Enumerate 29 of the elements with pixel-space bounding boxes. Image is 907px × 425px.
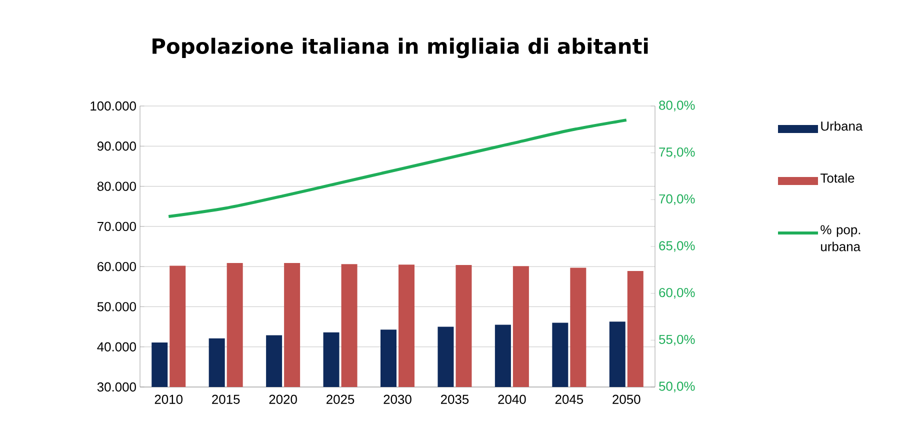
x-tick-label: 2035 [440, 394, 469, 404]
x-tick-label: 2040 [498, 394, 526, 404]
legend-label: Totale [820, 173, 854, 183]
y2-tick-label: 60,0% [659, 288, 695, 299]
x-tick-label: 2050 [612, 394, 640, 404]
x-tick-label: 2020 [269, 394, 297, 404]
legend-label: Urbana [821, 121, 863, 131]
x-tick-label: 2025 [326, 394, 354, 404]
y-tick-label: 50.000 [97, 302, 136, 312]
y-tick-label: 100.000 [90, 101, 136, 111]
y2-tick-label: 70,0% [659, 194, 695, 206]
y-tick-label: 70.000 [98, 222, 136, 232]
y2-tick-label: 50,0% [659, 382, 695, 392]
x-tick-label: 2030 [384, 394, 412, 404]
line-series [167, 118, 628, 218]
x-tick-label: 2045 [555, 394, 584, 404]
y-tick-label: 90.000 [97, 142, 136, 151]
legend-label: % pop. urbana [820, 225, 861, 252]
y-tick-label: 30.000 [97, 382, 136, 392]
chart-title: Popolazione italiana in migliaia di abitanti [152, 38, 648, 58]
y2-tick-label: 65,0% [659, 241, 695, 252]
y2-tick-label: 55,0% [659, 334, 695, 346]
y-tick-label: 40.000 [97, 342, 136, 352]
y-tick-label: 80.000 [97, 182, 136, 191]
x-tick-label: 2015 [212, 394, 240, 404]
y2-tick-label: 80,0% [659, 100, 695, 112]
y-tick-label: 60.000 [98, 262, 136, 272]
y2-tick-label: 75,0% [659, 147, 695, 158]
x-tick-label: 2010 [154, 394, 183, 404]
